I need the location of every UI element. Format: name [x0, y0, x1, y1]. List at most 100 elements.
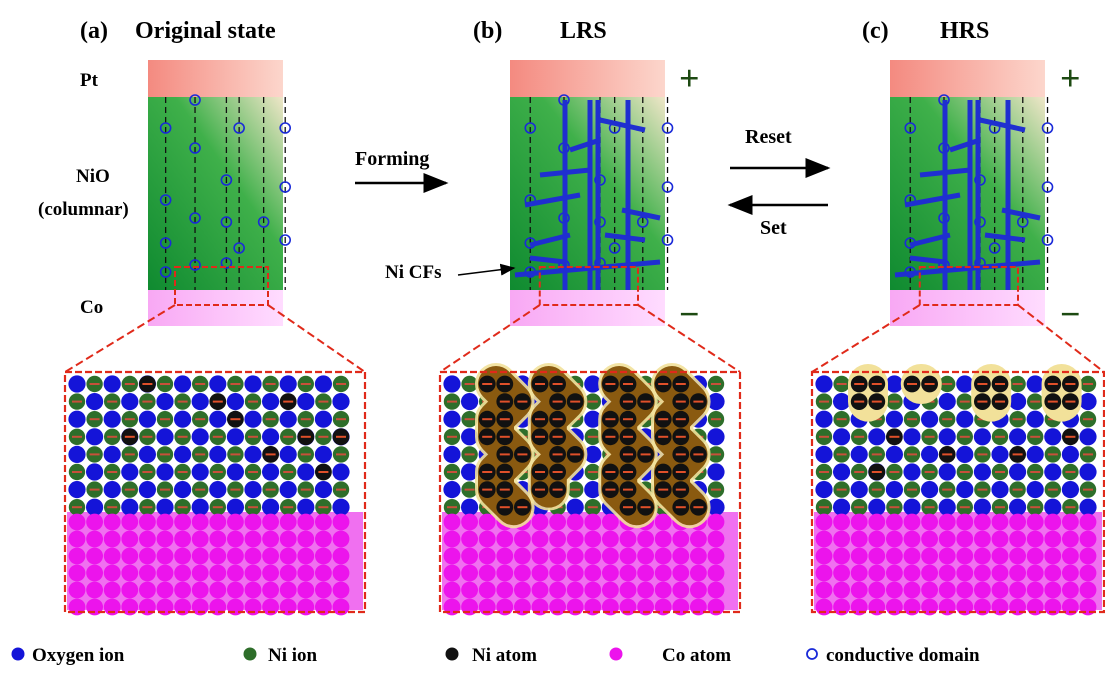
co-atom — [708, 514, 725, 531]
co-atom — [584, 582, 601, 599]
oxygen-ion — [443, 481, 460, 498]
co-atom — [532, 514, 549, 531]
label: (a) — [80, 18, 108, 44]
co-atom — [1009, 548, 1026, 565]
oxygen-ion — [815, 375, 832, 392]
oxygen-ion — [939, 499, 956, 516]
co-atom — [549, 548, 566, 565]
co-atom — [157, 514, 174, 531]
co-atom — [1044, 531, 1061, 548]
label: Ni CFs — [385, 262, 441, 283]
co-atom — [672, 565, 689, 582]
oxygen-ion — [209, 375, 226, 392]
oxygen-ion — [192, 393, 209, 410]
co-atom — [672, 548, 689, 565]
co-atom — [868, 565, 885, 582]
co-atom — [1027, 582, 1044, 599]
co-atom — [227, 531, 244, 548]
co-atom — [532, 531, 549, 548]
co-atom — [956, 582, 973, 599]
oxygen-ion — [567, 499, 584, 516]
co-atom — [315, 514, 332, 531]
co-atom — [868, 582, 885, 599]
co-atom — [262, 565, 279, 582]
co-atom — [584, 565, 601, 582]
oxygen-ion — [209, 411, 226, 428]
oxygen-ion — [707, 428, 724, 445]
co-atom — [620, 531, 637, 548]
co-atom — [315, 565, 332, 582]
co-atom — [584, 548, 601, 565]
legend-marker — [610, 648, 623, 661]
oxygen-ion — [244, 481, 261, 498]
co-atom — [851, 531, 868, 548]
co-atom — [1062, 582, 1079, 599]
co-atom — [921, 582, 938, 599]
co-atom — [444, 582, 461, 599]
co-atom — [479, 582, 496, 599]
oxygen-ion — [192, 463, 209, 480]
co-atom — [69, 531, 86, 548]
oxygen-ion — [974, 428, 991, 445]
arrow — [458, 268, 514, 275]
body: (a)Original state(b)LRS(c)HRSPtNiO(colum… — [0, 0, 1105, 673]
co-atom — [708, 565, 725, 582]
oxygen-ion — [139, 446, 156, 463]
oxygen-ion — [903, 428, 920, 445]
co-atom — [655, 582, 672, 599]
co-atom — [602, 565, 619, 582]
co-atom — [921, 548, 938, 565]
co-atom — [655, 565, 672, 582]
oxygen-ion — [174, 481, 191, 498]
co-atom — [602, 531, 619, 548]
oxygen-ion — [991, 446, 1008, 463]
co-atom — [939, 514, 956, 531]
co-atom — [637, 565, 654, 582]
co-atom — [104, 565, 121, 582]
co-atom — [262, 531, 279, 548]
oxygen-ion — [1009, 428, 1026, 445]
label: − — [1060, 294, 1081, 334]
co-atom — [584, 514, 601, 531]
co-atom — [121, 514, 138, 531]
co-atom — [816, 514, 833, 531]
legend-marker — [12, 648, 25, 661]
co-atom — [1009, 531, 1026, 548]
co-atom — [496, 582, 513, 599]
co-atom — [139, 582, 156, 599]
co-atom — [939, 531, 956, 548]
co-atom — [1027, 514, 1044, 531]
co-atom — [280, 548, 297, 565]
co-atom — [69, 565, 86, 582]
co-atom — [921, 565, 938, 582]
oxygen-ion — [244, 446, 261, 463]
co-atom — [672, 531, 689, 548]
co-atom — [690, 548, 707, 565]
oxygen-ion — [443, 375, 460, 392]
co-atom — [584, 531, 601, 548]
oxygen-ion — [174, 446, 191, 463]
oxygen-ion — [68, 446, 85, 463]
oxygen-ion — [174, 375, 191, 392]
co-atom — [121, 565, 138, 582]
oxygen-ion — [227, 463, 244, 480]
co-atom — [121, 531, 138, 548]
co-atom — [868, 514, 885, 531]
co-atom — [549, 514, 566, 531]
oxygen-ion — [68, 481, 85, 498]
oxygen-ion — [227, 499, 244, 516]
oxygen-ion — [174, 411, 191, 428]
oxygen-ion — [921, 446, 938, 463]
label: Forming — [355, 148, 429, 170]
oxygen-ion — [1062, 481, 1079, 498]
oxygen-ion — [262, 499, 279, 516]
co-atom — [1009, 565, 1026, 582]
pt-layer — [510, 60, 665, 97]
co-atom — [974, 531, 991, 548]
oxygen-ion — [886, 375, 903, 392]
co-atom — [209, 582, 226, 599]
oxygen-ion — [280, 411, 297, 428]
oxygen-ion — [939, 393, 956, 410]
co-atom — [1062, 531, 1079, 548]
oxygen-ion — [104, 375, 121, 392]
